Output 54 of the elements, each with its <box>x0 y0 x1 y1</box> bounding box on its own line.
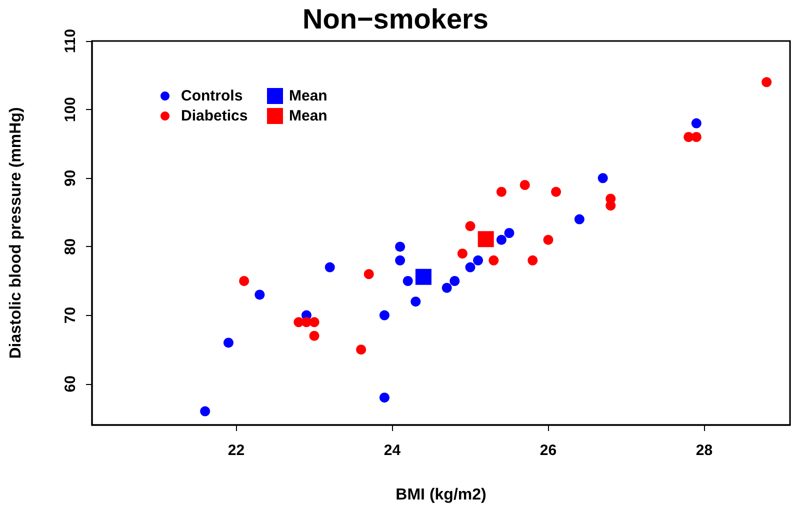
point <box>598 173 608 184</box>
y-tick-label: 70 <box>62 306 79 324</box>
point <box>574 214 584 224</box>
point <box>356 344 366 355</box>
point <box>496 234 506 245</box>
point <box>691 118 702 128</box>
point <box>450 276 460 286</box>
x-tick-label: 22 <box>228 442 245 459</box>
point <box>324 262 335 272</box>
legend-label: Mean <box>289 108 328 124</box>
legend-label: Mean <box>289 88 328 104</box>
point <box>691 132 702 142</box>
point <box>520 180 530 190</box>
point <box>606 200 616 211</box>
point <box>504 228 514 238</box>
y-tick-label: 110 <box>62 28 79 54</box>
x-tick-label: 26 <box>540 442 557 459</box>
point <box>395 255 406 266</box>
legend-label: Controls <box>181 88 243 104</box>
y-tick-label: 60 <box>62 376 79 392</box>
point <box>239 276 250 286</box>
point <box>442 282 452 293</box>
point <box>528 255 538 266</box>
point <box>379 392 390 403</box>
x-axis-title: BMI (kg/m2) <box>396 486 486 504</box>
chart-title: Non−smokers <box>302 4 488 34</box>
point <box>457 248 468 259</box>
point <box>478 231 494 248</box>
point <box>395 242 406 252</box>
point <box>254 290 265 300</box>
point <box>473 255 484 266</box>
point <box>223 338 234 348</box>
point <box>200 406 210 416</box>
point <box>551 186 562 197</box>
point <box>488 255 499 266</box>
x-tick-label: 24 <box>384 442 402 459</box>
point <box>543 234 554 245</box>
point <box>402 276 413 286</box>
point <box>379 310 390 320</box>
y-tick-label: 80 <box>62 238 79 256</box>
point <box>465 262 476 272</box>
x-tick-label: 28 <box>696 442 713 459</box>
point <box>415 268 432 285</box>
point <box>410 296 421 307</box>
legend-label: Diabetics <box>181 108 248 124</box>
point <box>309 317 320 328</box>
point <box>465 221 476 232</box>
y-axis-title: Diastolic blood pressure (mmHg) <box>8 107 24 359</box>
point <box>496 186 506 197</box>
y-tick-label: 100 <box>62 97 79 122</box>
point <box>364 269 374 280</box>
point <box>762 77 772 88</box>
point <box>309 330 320 341</box>
y-tick-label: 90 <box>62 170 79 186</box>
